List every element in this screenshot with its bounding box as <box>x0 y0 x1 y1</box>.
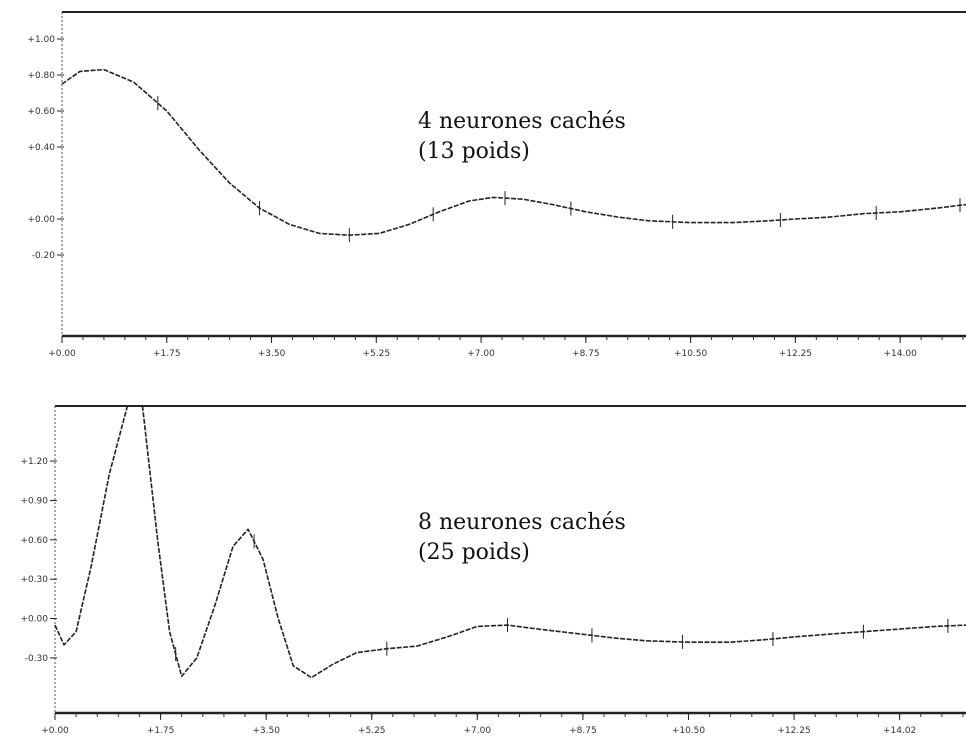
y-tick-label: +0.90 <box>20 496 48 506</box>
x-tick-label: +1.75 <box>147 726 175 736</box>
chart-8-neurones: +0.00 +1.75 +3.50 +5.25 +7.00 +8.75 +10.50 +12.… <box>20 405 966 736</box>
x-tick-label: +5.25 <box>358 726 386 736</box>
plot-area-top: +0.00 +1.75 +3.50 +5.25 +7.00 +8.75 +10.50 +12.… <box>27 11 966 359</box>
x-tick-label: +3.50 <box>252 726 280 736</box>
x-tick-label: +7.00 <box>464 726 492 736</box>
x-tick-label: +0.00 <box>41 726 69 736</box>
x-tick-label: +1.75 <box>153 349 181 359</box>
y-tick-label: +1.20 <box>20 457 48 467</box>
annotation-line2-bottom: (25 poids) <box>418 540 530 565</box>
y-tick-label: +0.00 <box>27 215 55 225</box>
chart-4-neurones: +0.00 +1.75 +3.50 +5.25 +7.00 +8.75 +10.50 +12.… <box>27 11 966 359</box>
x-tick-label: +0.00 <box>48 349 76 359</box>
series-line <box>61 68 966 236</box>
y-tick-label: +0.40 <box>27 143 55 153</box>
y-tick-label: +0.30 <box>20 575 48 585</box>
annotation-line1-bottom: 8 neurones cachés <box>418 510 626 535</box>
y-tick-label: +0.80 <box>27 71 55 81</box>
x-tick-label: +10.50 <box>672 726 706 736</box>
x-tick-label: +7.00 <box>467 349 495 359</box>
x-tick-label: +12.25 <box>777 726 810 736</box>
x-tick-label: +10.50 <box>674 349 708 359</box>
annotation-line2-top: (13 poids) <box>418 139 530 164</box>
y-tick-label: +0.60 <box>20 536 48 546</box>
x-tick-label: +14.02 <box>883 726 916 736</box>
x-tick-label: +14.00 <box>883 349 917 359</box>
series-line <box>54 405 966 679</box>
y-tick-label: -0.20 <box>32 251 56 261</box>
x-tick-label: +8.75 <box>569 726 597 736</box>
x-tick-label: +3.50 <box>258 349 286 359</box>
annotation-line1-top: 4 neurones cachés <box>418 109 626 134</box>
y-tick-label: +1.00 <box>27 35 55 45</box>
y-tick-label: +0.00 <box>20 615 48 625</box>
x-tick-label: +12.25 <box>779 349 812 359</box>
y-tick-label: +0.60 <box>27 107 55 117</box>
plot-area-bottom: +0.00 +1.75 +3.50 +5.25 +7.00 +8.75 +10.50 +12.… <box>20 405 966 736</box>
x-tick-label: +8.75 <box>572 349 600 359</box>
x-tick-label: +5.25 <box>363 349 391 359</box>
y-tick-label: -0.30 <box>25 654 49 664</box>
